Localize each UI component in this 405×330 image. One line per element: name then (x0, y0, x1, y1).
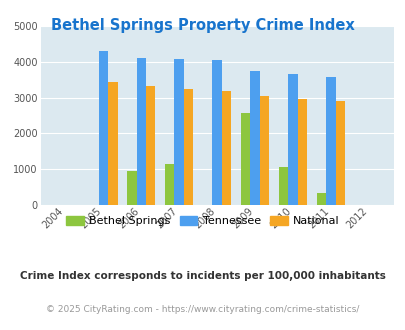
Bar (174, 59, 183, 205)
Bar (146, 86, 155, 205)
Legend: Bethel Springs, Tennessee, National: Bethel Springs, Tennessee, National (62, 211, 343, 230)
Bar (259, 96, 269, 205)
Bar (127, 171, 136, 205)
Bar (326, 77, 335, 205)
Bar (183, 89, 193, 205)
Bar (108, 82, 117, 205)
Bar (316, 193, 326, 205)
Text: Bethel Springs Property Crime Index: Bethel Springs Property Crime Index (51, 18, 354, 33)
Bar (297, 99, 307, 205)
Bar (136, 58, 146, 205)
Text: © 2025 CityRating.com - https://www.cityrating.com/crime-statistics/: © 2025 CityRating.com - https://www.city… (46, 305, 359, 314)
Bar (164, 164, 174, 205)
Text: Crime Index corresponds to incidents per 100,000 inhabitants: Crime Index corresponds to incidents per… (20, 271, 385, 281)
Bar (222, 90, 231, 205)
Bar (250, 71, 259, 205)
Bar (212, 60, 222, 205)
Bar (288, 74, 297, 205)
Bar (335, 101, 345, 205)
Bar (240, 113, 250, 205)
Bar (98, 51, 108, 205)
Bar (278, 167, 288, 205)
